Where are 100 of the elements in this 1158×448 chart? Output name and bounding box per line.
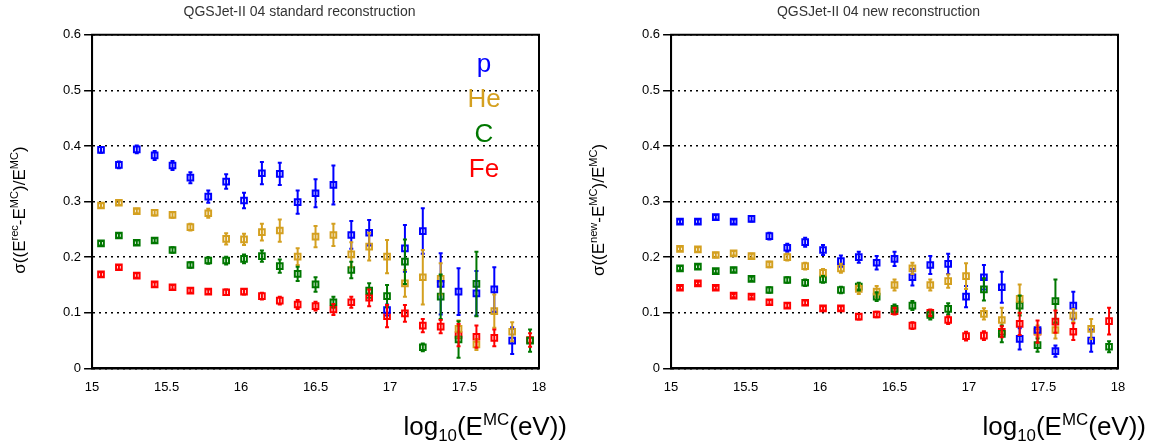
- x-tick-label: 17: [961, 378, 977, 394]
- point: [329, 181, 338, 189]
- x-tick-label: 18: [531, 378, 547, 394]
- point: [1051, 326, 1060, 334]
- point: [490, 307, 499, 315]
- point: [1015, 301, 1024, 310]
- point: [329, 298, 338, 307]
- point: [186, 173, 195, 182]
- x-tick-label: 15.5: [153, 378, 180, 394]
- y-tick-label: 0.4: [641, 137, 661, 153]
- point: [1051, 347, 1060, 355]
- x-tick-label: 16: [233, 378, 249, 394]
- text: Fe: [468, 152, 500, 183]
- point: [436, 292, 445, 301]
- point: [347, 250, 356, 259]
- point: [472, 280, 481, 288]
- point: [365, 242, 373, 251]
- point: [222, 177, 230, 186]
- point: [240, 235, 248, 244]
- point: [258, 169, 266, 178]
- point: [347, 231, 356, 239]
- text: C: [474, 117, 494, 148]
- point: [472, 332, 481, 341]
- text: p: [476, 47, 492, 78]
- x-tick-label: 17.5: [451, 378, 478, 394]
- point: [1015, 320, 1024, 328]
- point: [926, 261, 935, 269]
- point: [1015, 295, 1024, 303]
- y-tick-label: 0.6: [641, 26, 661, 42]
- y-tick-label: 0.5: [641, 81, 661, 97]
- point: [454, 335, 463, 344]
- point: [908, 264, 917, 273]
- point: [365, 293, 373, 302]
- point: [1015, 335, 1024, 343]
- point: [837, 257, 845, 265]
- point: [436, 322, 445, 331]
- point: [383, 252, 391, 261]
- chart-title: QGSJet-II 04 standard reconstruction: [183, 3, 416, 20]
- point: [472, 289, 481, 298]
- point: [944, 305, 952, 313]
- point: [329, 305, 338, 314]
- point: [1051, 297, 1060, 305]
- point: [222, 235, 230, 243]
- point: [944, 277, 952, 285]
- point: [980, 310, 988, 318]
- x-axis-title: log$_{10}$(E$^{MC}$(eV)): [403, 410, 567, 446]
- point: [311, 189, 320, 198]
- point: [1105, 317, 1113, 325]
- point: [962, 292, 970, 301]
- point: [454, 331, 463, 339]
- point: [890, 281, 899, 289]
- point: [854, 253, 863, 262]
- point: [275, 262, 284, 270]
- x-tick-label: 15: [84, 378, 100, 394]
- x-tick-label: 16: [812, 378, 828, 394]
- point: [908, 273, 917, 282]
- y-tick-label: 0.1: [641, 304, 661, 320]
- point: [1105, 342, 1113, 351]
- point: [275, 169, 284, 178]
- chart-title: QGSJet-II 04 new reconstruction: [776, 3, 981, 20]
- point: [401, 279, 409, 288]
- point: [275, 226, 284, 235]
- point: [401, 257, 409, 266]
- point: [240, 196, 248, 205]
- point: [258, 252, 266, 260]
- point: [311, 280, 320, 289]
- point: [258, 228, 266, 237]
- y-tick-label: 0.3: [62, 193, 82, 209]
- point: [293, 270, 302, 278]
- point: [1033, 341, 1042, 349]
- point: [1069, 327, 1078, 336]
- y-tick-label: 0.4: [62, 137, 82, 153]
- point: [890, 255, 899, 263]
- y-tick-label: 0.1: [62, 304, 82, 320]
- y-tick-label: 0.5: [62, 81, 82, 97]
- y-tick-label: 0: [73, 359, 82, 375]
- point: [436, 280, 445, 288]
- point: [472, 340, 481, 349]
- point: [962, 272, 970, 280]
- point: [1087, 336, 1096, 345]
- point: [365, 286, 373, 295]
- point: [819, 246, 827, 254]
- point: [997, 316, 1006, 324]
- point: [418, 273, 427, 282]
- point: [293, 198, 302, 206]
- y-tick-label: 0: [652, 359, 661, 375]
- point: [980, 285, 988, 294]
- y-tick-label: 0.6: [62, 26, 82, 42]
- point: [383, 312, 391, 320]
- point: [872, 287, 881, 296]
- point: [365, 228, 373, 237]
- x-tick-label: 15.5: [732, 378, 759, 394]
- y-tick-label: 0.2: [62, 248, 82, 264]
- point: [1069, 301, 1078, 310]
- point: [1051, 317, 1060, 326]
- point: [508, 327, 517, 336]
- point: [204, 192, 213, 201]
- point: [293, 252, 302, 261]
- point: [311, 232, 320, 241]
- text: He: [467, 82, 501, 113]
